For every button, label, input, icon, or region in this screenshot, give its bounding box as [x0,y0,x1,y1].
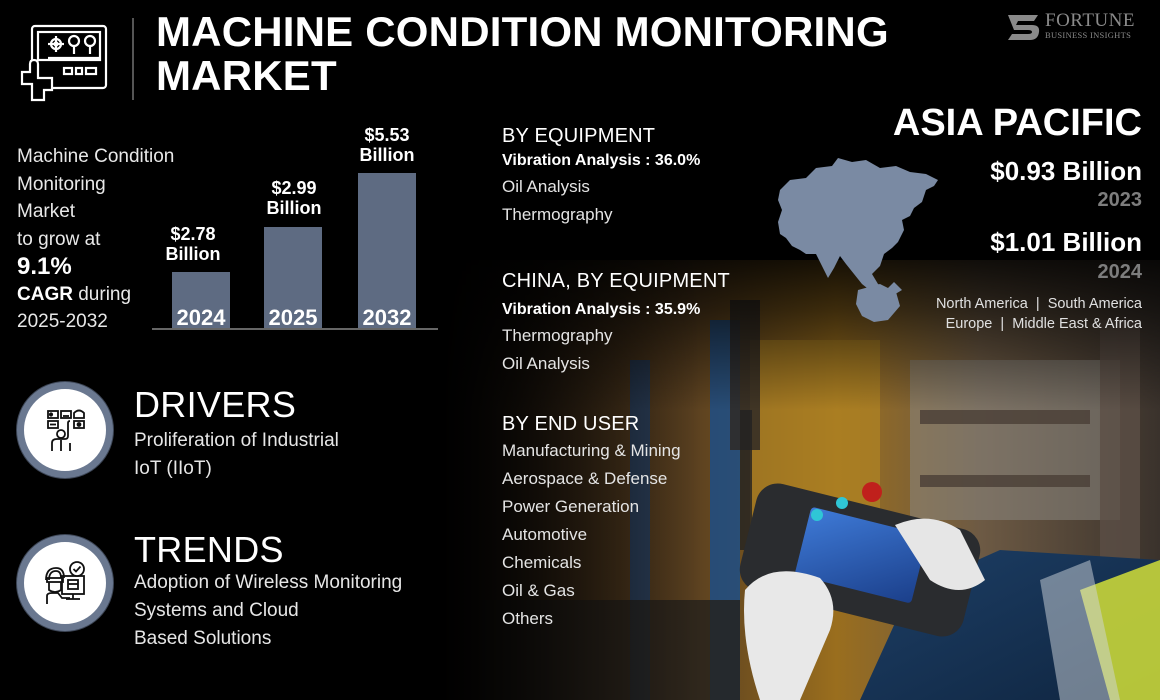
chart-baseline [152,328,438,330]
trends-heading: TRENDS [134,529,284,570]
photo-fade-overlay-left [440,240,700,700]
brand-subtitle: BUSINESS INSIGHTS [1045,30,1132,40]
drivers-text: Proliferation of Industrial IoT (IIoT) [134,430,339,479]
cagr-suffix: during [72,283,132,305]
region-value-2023: $0.93 Billion [990,156,1142,186]
segment-item: Chemicals [502,553,582,572]
bar-2025: 2025 [264,227,322,330]
growth-statement: Machine Condition Monitoring Market to g… [17,143,174,336]
bar-label-2024: $2.78 Billion [165,224,221,264]
header-divider [132,18,134,100]
trends-text: Adoption of Wireless Monitoring Systems … [134,572,403,649]
segment-item: Manufacturing & Mining [502,441,681,460]
trends-badge [17,535,113,631]
other-regions: North America | South America Europe | M… [935,296,1142,332]
bar-label-2025: $2.99 Billion [266,178,322,218]
segment-item: Aerospace & Defense [502,469,668,488]
segment-by-equipment: BY EQUIPMENT Vibration Analysis : 36.0% … [502,123,700,229]
segment-heading: BY EQUIPMENT [502,125,656,147]
bar-year-2024: 2024 [176,305,226,330]
bar-2032: 2032 [358,173,416,330]
growth-line-3: Market [17,201,76,222]
growth-line-1: Machine Condition [17,146,175,167]
cagr-label: CAGR [17,283,73,305]
segment-lead: Vibration Analysis : 36.0% [502,152,701,169]
segment-item: Thermography [502,326,613,345]
forecast-period: 2025-2032 [17,311,108,332]
brand-logo: FORTUNE BUSINESS INSIGHTS [1006,10,1135,41]
bar-year-2025: 2025 [268,305,318,330]
segment-lead: Vibration Analysis : 35.9% [502,301,701,318]
region-year-2023: 2023 [1097,189,1143,211]
segment-heading: BY END USER [502,413,640,435]
growth-line-4: to grow at [17,228,101,250]
bar-2024: 2024 [172,272,230,330]
worker-control-panel-icon [47,409,85,451]
segment-item: Thermography [502,205,613,224]
segment-china-by-equipment: CHINA, BY EQUIPMENT Vibration Analysis :… [502,268,730,378]
fortune-business-insights-logo-icon [1008,14,1040,40]
page-title: MACHINE CONDITION MONITORING MARKET [156,10,916,98]
machine-control-panel-icon [18,24,110,102]
market-size-bar-chart: $2.78 Billion 2024 $2.99 Billion 2025 $5… [152,120,438,330]
cagr-value: 9.1% [17,253,72,280]
region-title: ASIA PACIFIC [892,102,1142,144]
drivers-heading: DRIVERS [134,384,297,425]
segment-item: Oil Analysis [502,177,590,196]
segment-item: Oil & Gas [502,581,575,600]
title-line-2: MARKET [156,52,337,99]
engineer-monitor-check-icon [45,561,85,604]
region-value-2024: $1.01 Billion [990,227,1142,257]
brand-name: FORTUNE [1045,10,1135,31]
segment-item: Oil Analysis [502,354,590,373]
bar-year-2032: 2032 [362,305,412,330]
segment-item: Others [502,609,554,628]
segment-item: Automotive [502,525,588,544]
region-year-2024: 2024 [1097,261,1143,283]
bar-label-2032: $5.53 Billion [359,125,415,165]
segment-heading: CHINA, BY EQUIPMENT [502,270,730,292]
growth-line-2: Monitoring [17,173,106,195]
title-line-1: MACHINE CONDITION MONITORING [156,8,889,55]
segment-by-end-user: BY END USER Manufacturing & Mining Aeros… [502,411,681,633]
drivers-badge [17,382,113,478]
segment-item: Power Generation [502,497,640,516]
asia-pacific-map [778,158,938,322]
